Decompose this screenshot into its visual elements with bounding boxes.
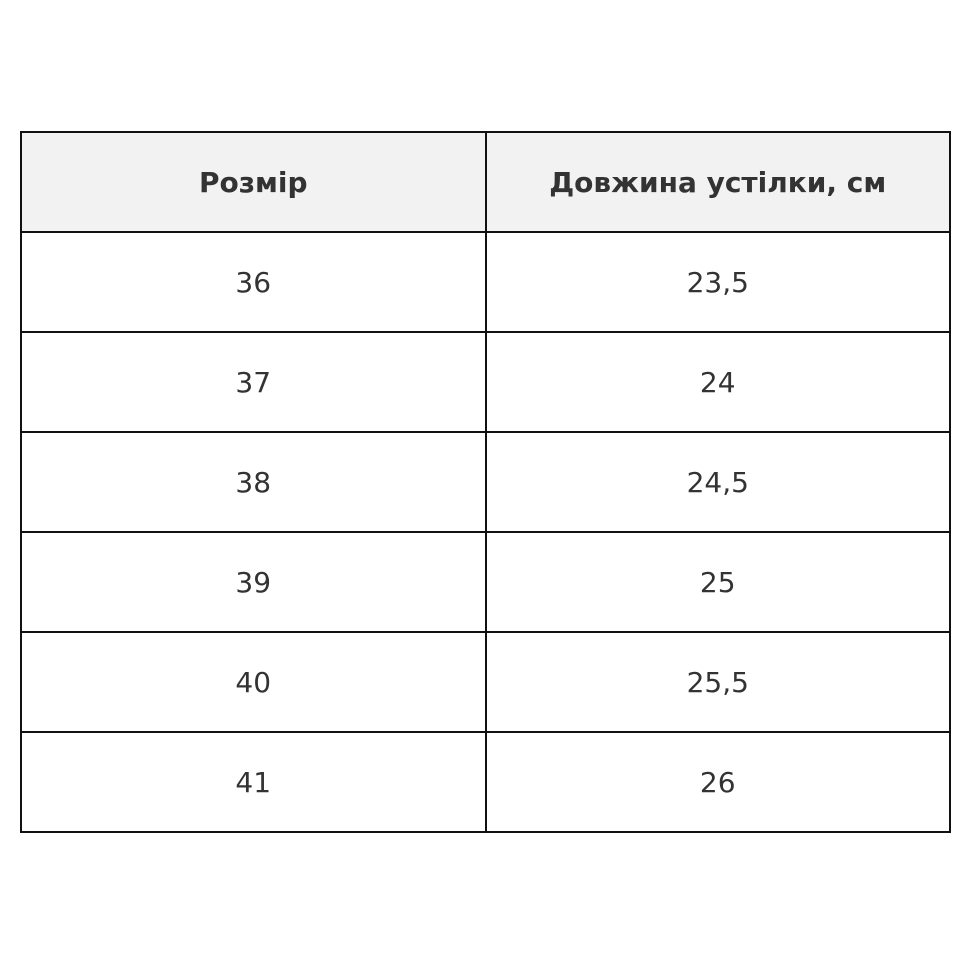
length-cell: 24 (484, 331, 951, 433)
size-cell: 39 (20, 531, 487, 633)
size-cell: 38 (20, 431, 487, 533)
header-row: Розмір Довжина устілки, см (20, 131, 951, 233)
size-cell: 40 (20, 631, 487, 733)
table-row: 36 23,5 (20, 231, 951, 333)
size-cell: 41 (20, 731, 487, 833)
header-insole-length: Довжина устілки, см (484, 131, 951, 233)
table-row: 39 25 (20, 531, 951, 633)
length-cell: 24,5 (484, 431, 951, 533)
size-chart-table: Розмір Довжина устілки, см 36 23,5 37 24 3… (20, 131, 951, 833)
length-cell: 23,5 (484, 231, 951, 333)
length-cell: 26 (484, 731, 951, 833)
table-row: 37 24 (20, 331, 951, 433)
header-size: Розмір (20, 131, 487, 233)
size-cell: 36 (20, 231, 487, 333)
length-cell: 25 (484, 531, 951, 633)
size-cell: 37 (20, 331, 487, 433)
table-row: 38 24,5 (20, 431, 951, 533)
table-row: 41 26 (20, 731, 951, 833)
table-row: 40 25,5 (20, 631, 951, 733)
length-cell: 25,5 (484, 631, 951, 733)
